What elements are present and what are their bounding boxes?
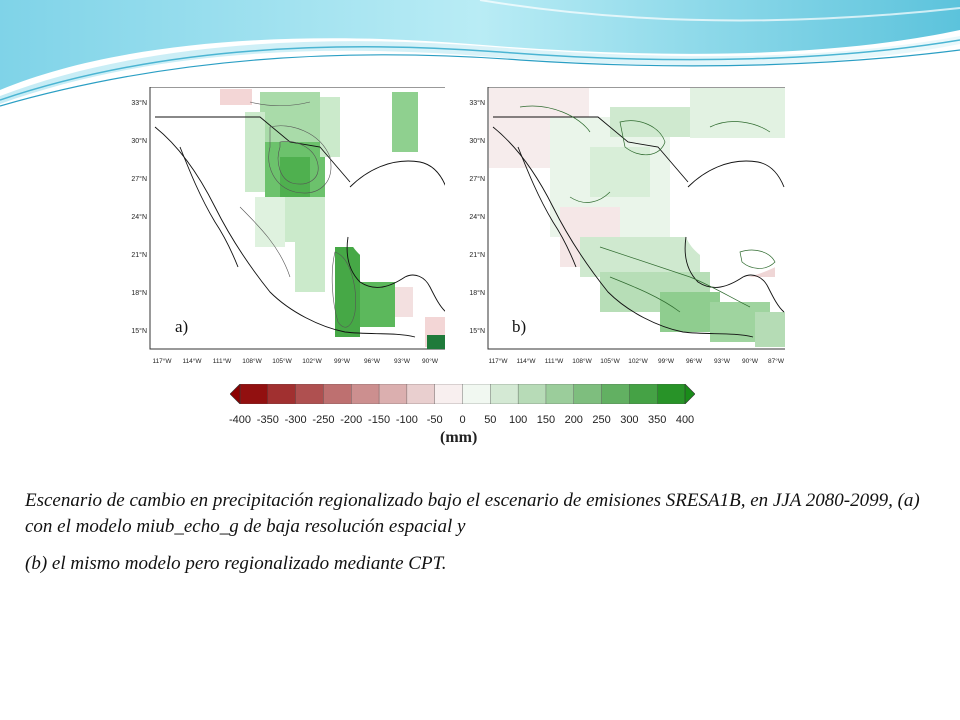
lon-ticks-a: 117°W 114°W 111°W 108°W 105°W 102°W 99°W… bbox=[152, 357, 438, 365]
lat-ticks-a: 33°N 30°N 27°N 24°N 21°N 18°N 15°N bbox=[131, 99, 147, 335]
svg-text:21°N: 21°N bbox=[131, 251, 147, 259]
colorbar-tick-label: -100 bbox=[395, 414, 418, 426]
colorbar-cell bbox=[629, 384, 658, 404]
panel-b-label: b) bbox=[512, 317, 526, 336]
svg-text:96°W: 96°W bbox=[364, 357, 381, 365]
colorbar-cell bbox=[378, 384, 408, 404]
colorbar-cell bbox=[267, 384, 297, 404]
colorbar-cell bbox=[462, 384, 491, 404]
map-panel-b: 33°N 30°N 27°N 24°N 21°N 18°N 15°N 117°W… bbox=[460, 87, 785, 387]
svg-text:93°W: 93°W bbox=[394, 357, 411, 365]
colorbar-cell bbox=[351, 384, 380, 404]
colorbar-cell bbox=[545, 384, 575, 404]
colorbar-cell bbox=[323, 384, 352, 404]
colorbar-cell bbox=[239, 384, 269, 404]
colorbar-cell bbox=[295, 384, 325, 404]
svg-text:108°W: 108°W bbox=[572, 357, 592, 365]
svg-text:33°N: 33°N bbox=[131, 99, 147, 107]
svg-text:30°N: 30°N bbox=[469, 137, 485, 145]
colorbar-tick-label: -50 bbox=[426, 414, 443, 426]
lat-ticks-b: 33°N 30°N 27°N 24°N 21°N 18°N 15°N bbox=[469, 99, 485, 335]
colorbar-tick-label: 300 bbox=[620, 414, 639, 426]
figure-caption: Escenario de cambio en precipitación reg… bbox=[25, 488, 945, 577]
precipitation-figure: 33°N 30°N 27°N 24°N 21°N 18°N 15°N 117°W… bbox=[120, 82, 810, 458]
coastlines-b bbox=[492, 116, 785, 338]
precipitation-field-b bbox=[489, 88, 785, 347]
svg-text:105°W: 105°W bbox=[272, 357, 292, 365]
svg-text:90°W: 90°W bbox=[742, 357, 759, 365]
caption-line-2: (b) el mismo modelo pero regionalizado m… bbox=[25, 553, 447, 574]
svg-text:90°W: 90°W bbox=[422, 357, 439, 365]
colorbar-cell bbox=[656, 384, 686, 404]
panel-a-label: a) bbox=[175, 317, 188, 336]
svg-text:27°N: 27°N bbox=[131, 175, 147, 183]
colorbar-tick-label: 150 bbox=[536, 414, 556, 426]
map-panel-a: 33°N 30°N 27°N 24°N 21°N 18°N 15°N 117°W… bbox=[120, 87, 445, 387]
colorbar-tick-label: 250 bbox=[592, 414, 611, 426]
colorbar-tick-label: -150 bbox=[368, 414, 391, 426]
svg-text:114°W: 114°W bbox=[182, 357, 202, 365]
colorbar-tick-label: 400 bbox=[675, 414, 695, 426]
colorbar-high-arrow bbox=[684, 384, 695, 404]
svg-text:18°N: 18°N bbox=[469, 289, 485, 297]
svg-text:99°W: 99°W bbox=[334, 357, 351, 365]
header-wave-decoration bbox=[0, 0, 960, 107]
colorbar-tick-label: -200 bbox=[340, 414, 363, 426]
colorbar-tick-labels: -400 -350 -300 -250 -200 -150 -100 -50 0 50 100 150… bbox=[228, 414, 698, 428]
colorbar-low-arrow bbox=[230, 384, 241, 404]
colorbar-cell bbox=[573, 384, 603, 404]
caption-line-1: Escenario de cambio en precipitación reg… bbox=[25, 490, 920, 537]
colorbar-cell bbox=[517, 384, 547, 404]
svg-text:108°W: 108°W bbox=[242, 357, 262, 365]
svg-text:111°W: 111°W bbox=[545, 357, 564, 365]
svg-text:99°W: 99°W bbox=[658, 357, 675, 365]
colorbar-tick-label: -350 bbox=[256, 414, 279, 426]
colorbar-cell bbox=[434, 384, 464, 404]
svg-text:96°W: 96°W bbox=[686, 357, 703, 365]
colorbar-tick-label: 50 bbox=[484, 414, 497, 426]
svg-text:27°N: 27°N bbox=[469, 175, 485, 183]
svg-text:15°N: 15°N bbox=[469, 327, 485, 335]
svg-text:102°W: 102°W bbox=[302, 357, 322, 365]
coastlines-a bbox=[154, 116, 445, 338]
map-a-canvas: 33°N 30°N 27°N 24°N 21°N 18°N 15°N 117°W… bbox=[131, 87, 445, 365]
colorbar-tick-label: 100 bbox=[508, 414, 528, 426]
svg-text:24°N: 24°N bbox=[469, 213, 485, 221]
svg-text:24°N: 24°N bbox=[131, 213, 147, 221]
colorbar-unit: (mm) bbox=[440, 429, 478, 446]
contours-a bbox=[239, 101, 356, 328]
svg-text:87°W: 87°W bbox=[768, 357, 785, 365]
svg-text:117°W: 117°W bbox=[488, 357, 508, 365]
colorbar-tick-label: -250 bbox=[312, 414, 335, 426]
svg-text:15°N: 15°N bbox=[131, 327, 147, 335]
colorbar-cells bbox=[230, 384, 695, 404]
svg-text:111°W: 111°W bbox=[213, 357, 232, 365]
lon-ticks-b: 117°W 114°W 111°W 108°W 105°W 102°W 99°W… bbox=[488, 357, 784, 365]
map-b-canvas: 33°N 30°N 27°N 24°N 21°N 18°N 15°N 117°W… bbox=[469, 87, 785, 365]
svg-text:30°N: 30°N bbox=[131, 137, 147, 145]
svg-text:18°N: 18°N bbox=[131, 289, 147, 297]
colorbar bbox=[230, 384, 695, 404]
colorbar-tick-label: 0 bbox=[459, 414, 466, 426]
colorbar-tick-label: -300 bbox=[284, 414, 307, 426]
colorbar-tick-label: 350 bbox=[648, 414, 667, 426]
svg-text:33°N: 33°N bbox=[469, 99, 485, 107]
contours-b bbox=[519, 105, 776, 313]
colorbar-tick-label: 200 bbox=[564, 414, 583, 426]
svg-text:114°W: 114°W bbox=[516, 357, 536, 365]
colorbar-cell bbox=[601, 384, 630, 404]
svg-text:105°W: 105°W bbox=[600, 357, 620, 365]
colorbar-cell bbox=[406, 384, 436, 404]
svg-text:102°W: 102°W bbox=[628, 357, 648, 365]
colorbar-cell bbox=[490, 384, 519, 404]
colorbar-tick-label: -400 bbox=[228, 414, 252, 426]
svg-text:21°N: 21°N bbox=[469, 251, 485, 259]
svg-text:117°W: 117°W bbox=[152, 357, 172, 365]
svg-text:93°W: 93°W bbox=[714, 357, 731, 365]
